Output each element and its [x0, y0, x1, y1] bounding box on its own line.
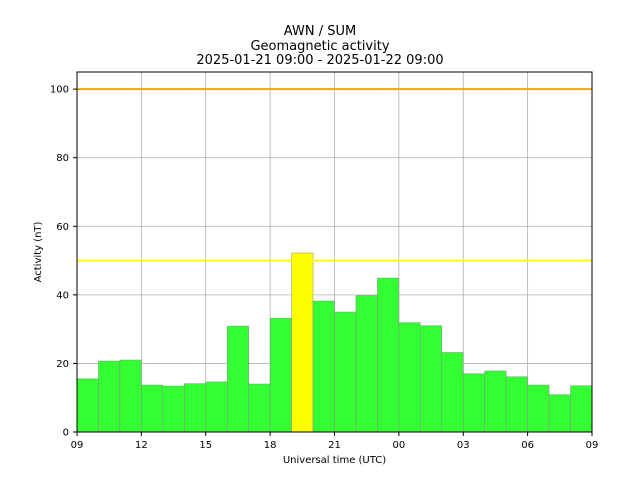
bar-hour-10	[291, 252, 314, 433]
x-tick-label-7: 06	[521, 440, 534, 451]
x-tick-label-2: 15	[199, 440, 212, 451]
bar-hour-1	[98, 360, 121, 433]
bar-hour-18	[463, 373, 485, 433]
y-tick-label-1: 20	[56, 359, 69, 370]
bar-hour-7	[226, 325, 249, 433]
bar-hour-3	[141, 384, 164, 433]
threshold-lines	[77, 88, 592, 262]
y-tick-label-2: 40	[56, 290, 69, 301]
bar-hour-4	[162, 385, 185, 433]
x-tick-label-1: 12	[135, 440, 148, 451]
bar-hour-9	[269, 317, 292, 433]
bar-hour-6	[205, 381, 228, 433]
y-axis-label: Activity (nT)	[33, 221, 44, 282]
bar-hour-19	[484, 370, 507, 433]
bar-hour-22	[548, 394, 571, 433]
bar-hour-0	[76, 378, 99, 433]
bar-hour-23	[570, 385, 593, 433]
bar-hour-5	[184, 383, 207, 433]
y-tick-label-3: 60	[56, 222, 69, 233]
x-tick-label-6: 03	[457, 440, 470, 451]
bar-hour-15	[398, 322, 421, 433]
bar-hour-8	[248, 383, 271, 433]
y-tick-label-0: 0	[63, 428, 69, 439]
x-tick-label-8: 09	[586, 440, 599, 451]
bar-hour-21	[527, 384, 550, 433]
x-tick-label-5: 00	[393, 440, 406, 451]
x-tick-label-0: 09	[71, 440, 84, 451]
bar-hour-11	[312, 300, 335, 433]
x-axis-label: Universal time (UTC)	[283, 455, 386, 466]
chart-title-line-1: AWN / SUM	[283, 24, 357, 39]
bar-hour-17	[441, 352, 464, 433]
bar-hour-20	[505, 376, 528, 433]
x-tick-label-4: 21	[328, 440, 341, 451]
x-tick-label-3: 18	[264, 440, 277, 451]
bar-hour-2	[119, 359, 142, 433]
chart-title-line-3: 2025-01-21 09:00 - 2025-01-22 09:00	[196, 53, 444, 68]
y-tick-label-5: 100	[50, 85, 69, 96]
y-tick-label-4: 80	[56, 153, 69, 164]
bar-hour-14	[377, 277, 400, 433]
bar-hour-12	[334, 311, 357, 433]
chart-title-line-2: Geomagnetic activity	[250, 39, 390, 54]
bar-hour-16	[420, 325, 443, 433]
bar-hour-13	[355, 295, 378, 433]
